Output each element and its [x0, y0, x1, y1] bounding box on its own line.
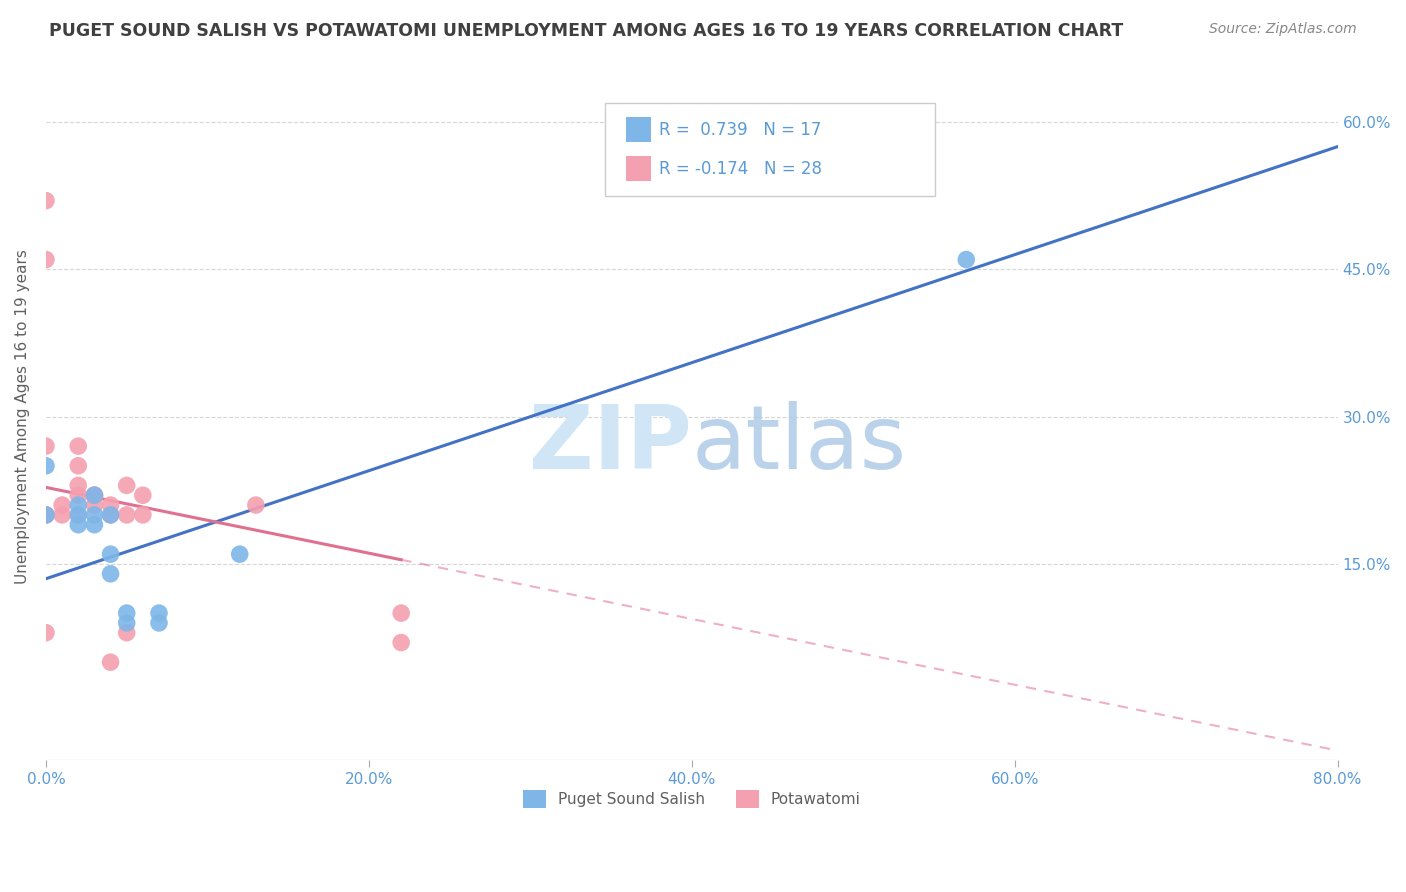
- Point: [100, 547, 122, 561]
- Point: [35, 508, 58, 522]
- Point: [35, 508, 58, 522]
- Point: [67, 508, 90, 522]
- Point: [100, 566, 122, 581]
- Point: [51, 498, 73, 512]
- Point: [35, 625, 58, 640]
- Point: [115, 615, 138, 630]
- Text: R =  0.739   N = 17: R = 0.739 N = 17: [659, 121, 821, 139]
- Point: [115, 625, 138, 640]
- Point: [35, 252, 58, 267]
- Point: [83, 488, 105, 502]
- Point: [245, 498, 267, 512]
- Point: [389, 635, 412, 649]
- Point: [100, 508, 122, 522]
- Point: [51, 508, 73, 522]
- Text: Source: ZipAtlas.com: Source: ZipAtlas.com: [1209, 22, 1357, 37]
- Point: [389, 606, 412, 620]
- Text: ZIP: ZIP: [529, 401, 692, 488]
- Point: [67, 439, 90, 453]
- Point: [115, 508, 138, 522]
- Point: [100, 498, 122, 512]
- Point: [83, 488, 105, 502]
- Point: [100, 508, 122, 522]
- Point: [67, 517, 90, 532]
- Point: [83, 488, 105, 502]
- Point: [35, 439, 58, 453]
- Point: [67, 488, 90, 502]
- Point: [132, 488, 155, 502]
- Y-axis label: Unemployment Among Ages 16 to 19 years: Unemployment Among Ages 16 to 19 years: [15, 249, 30, 584]
- Point: [83, 488, 105, 502]
- Point: [228, 547, 250, 561]
- Text: atlas: atlas: [692, 401, 907, 488]
- Point: [67, 498, 90, 512]
- Text: PUGET SOUND SALISH VS POTAWATOMI UNEMPLOYMENT AMONG AGES 16 TO 19 YEARS CORRELAT: PUGET SOUND SALISH VS POTAWATOMI UNEMPLO…: [49, 22, 1123, 40]
- Point: [132, 508, 155, 522]
- Point: [67, 458, 90, 473]
- Point: [67, 478, 90, 492]
- Point: [148, 606, 170, 620]
- Point: [955, 252, 977, 267]
- Point: [100, 655, 122, 669]
- Point: [83, 508, 105, 522]
- Point: [148, 615, 170, 630]
- Point: [83, 498, 105, 512]
- Point: [83, 517, 105, 532]
- Point: [115, 478, 138, 492]
- Point: [115, 606, 138, 620]
- Point: [35, 508, 58, 522]
- Point: [35, 194, 58, 208]
- Point: [35, 458, 58, 473]
- Point: [67, 508, 90, 522]
- Legend: Puget Sound Salish, Potawatomi: Puget Sound Salish, Potawatomi: [517, 784, 866, 814]
- Text: R = -0.174   N = 28: R = -0.174 N = 28: [659, 160, 823, 178]
